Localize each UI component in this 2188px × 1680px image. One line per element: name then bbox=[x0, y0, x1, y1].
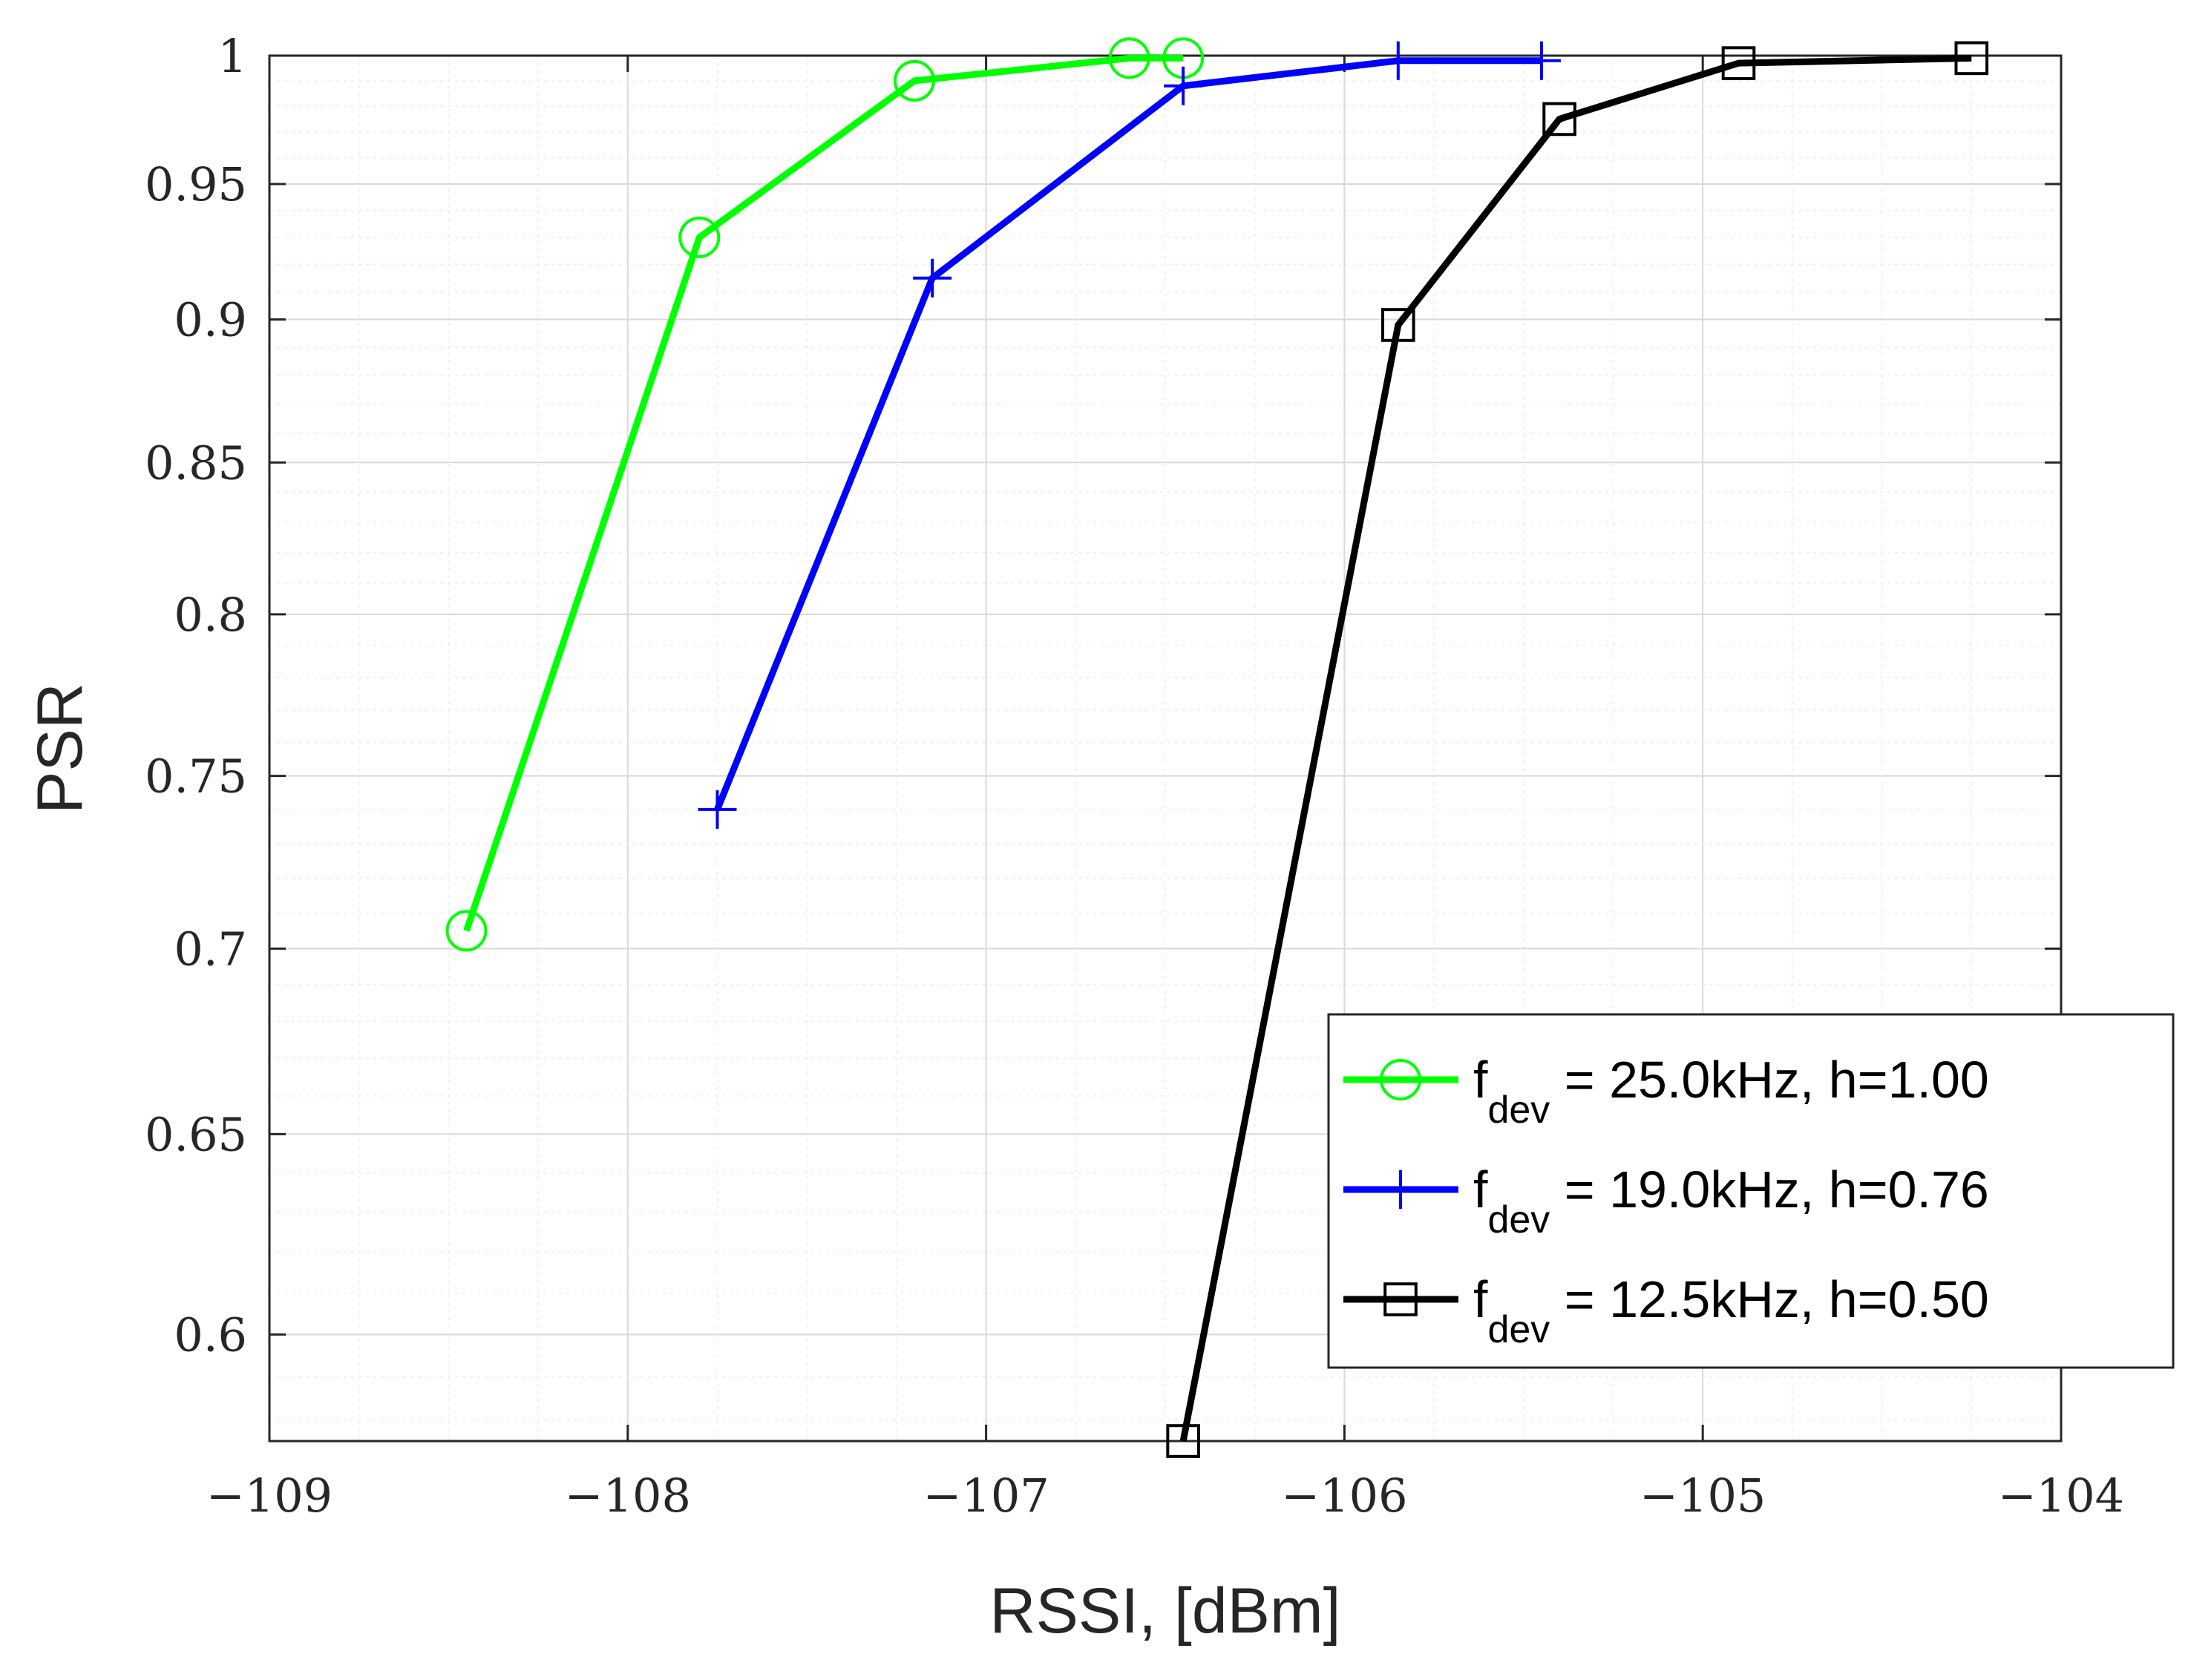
x-axis-title: RSSI, [dBm] bbox=[989, 1575, 1340, 1647]
data-point bbox=[1378, 41, 1418, 80]
y-tick-label: 0.85 bbox=[145, 436, 247, 490]
data-point bbox=[698, 790, 737, 829]
legend-entry-2: fdev = 19.0kHz, h=0.76 bbox=[1343, 1161, 1989, 1241]
legend-marker bbox=[1380, 1059, 1421, 1100]
series-1 bbox=[445, 37, 1205, 952]
legend-marker bbox=[1381, 1170, 1420, 1209]
legend-marker bbox=[1383, 1282, 1418, 1316]
data-point bbox=[1954, 41, 1989, 76]
x-tick-label: −108 bbox=[565, 1469, 691, 1523]
x-tick-label: −109 bbox=[206, 1469, 333, 1523]
data-point bbox=[1166, 1424, 1200, 1458]
y-tick-label: 1 bbox=[218, 29, 247, 83]
y-tick-label: 0.9 bbox=[174, 292, 247, 347]
data-point bbox=[1108, 37, 1150, 79]
y-tick-label: 0.65 bbox=[145, 1107, 247, 1161]
series-3 bbox=[1166, 41, 1989, 1458]
y-tick-label: 0.6 bbox=[174, 1307, 247, 1362]
legend-entry-3: fdev = 12.5kHz, h=0.50 bbox=[1343, 1270, 1989, 1351]
data-point bbox=[1381, 308, 1415, 342]
data-point bbox=[1522, 41, 1561, 80]
data-point bbox=[1721, 46, 1756, 80]
legend-label: fdev = 25.0kHz, h=1.00 bbox=[1473, 1051, 1989, 1132]
series-line bbox=[1179, 54, 1972, 1442]
x-tick-label: −106 bbox=[1281, 1469, 1407, 1523]
series-line bbox=[714, 57, 1542, 811]
data-point bbox=[894, 59, 936, 102]
data-point bbox=[678, 216, 721, 258]
x-tick-label: −104 bbox=[1998, 1469, 2124, 1523]
legend-entry-1: fdev = 25.0kHz, h=1.00 bbox=[1343, 1051, 1989, 1132]
y-tick-label: 0.95 bbox=[145, 157, 247, 211]
axis-ticks: −109 −108 −107 −106 −105 −104 0.6 0.65 0.7 0.75 0.… bbox=[145, 29, 2124, 1523]
x-tick-label: −105 bbox=[1640, 1469, 1766, 1523]
legend-label: fdev = 19.0kHz, h=0.76 bbox=[1473, 1161, 1989, 1241]
data-point bbox=[913, 258, 952, 298]
legend: fdev = 25.0kHz, h=1.00 fdev = 19.0kHz, h=… bbox=[1327, 1013, 2175, 1369]
data-point bbox=[445, 910, 488, 952]
legend-box bbox=[1327, 1013, 2175, 1369]
y-tick-label: 0.8 bbox=[174, 588, 247, 642]
y-axis-title: PSR bbox=[24, 683, 96, 814]
x-tick-label: −107 bbox=[923, 1469, 1049, 1523]
legend-label: fdev = 12.5kHz, h=0.50 bbox=[1473, 1270, 1989, 1351]
y-tick-label: 0.75 bbox=[145, 749, 247, 804]
data-point bbox=[1542, 102, 1576, 137]
data-point bbox=[1164, 66, 1203, 105]
series bbox=[445, 37, 1989, 1458]
y-tick-label: 0.7 bbox=[174, 922, 247, 976]
series-2 bbox=[698, 41, 1561, 829]
